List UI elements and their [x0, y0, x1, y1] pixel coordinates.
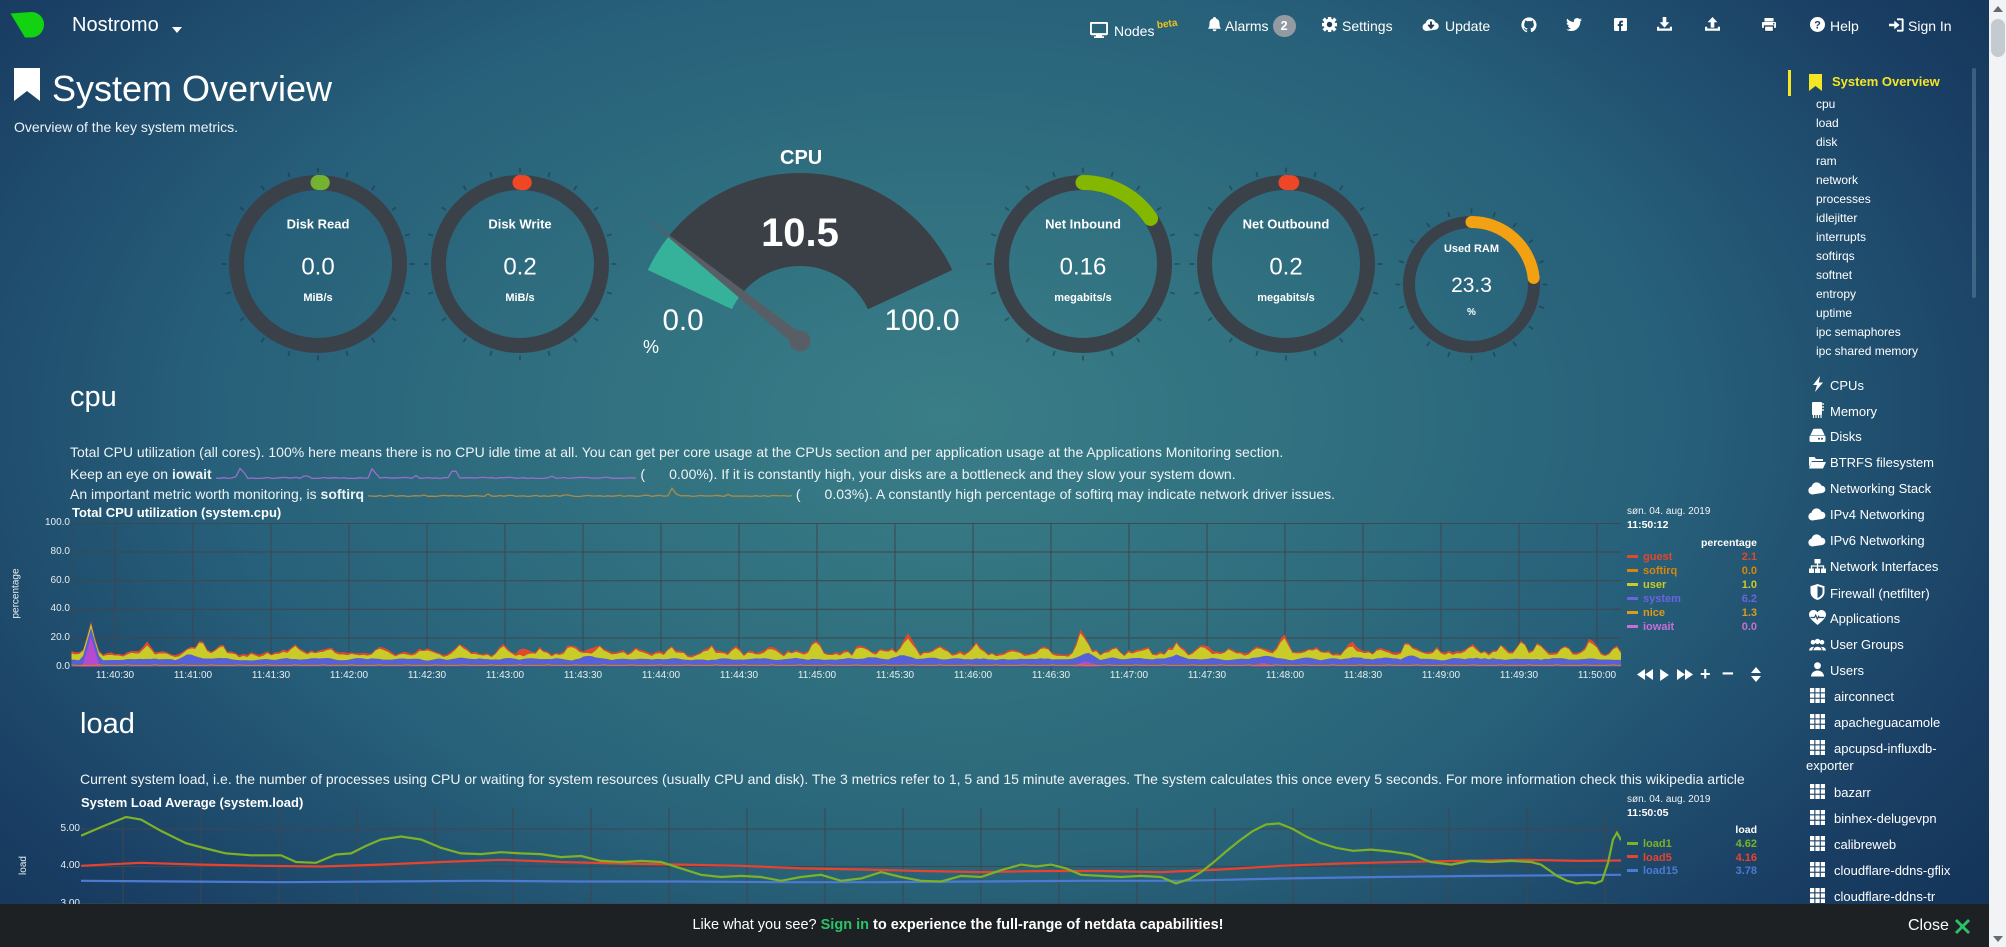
svg-text:Disk Read: Disk Read [287, 217, 350, 232]
svg-text:100.0: 100.0 [884, 304, 959, 337]
svg-text:0.2: 0.2 [503, 254, 536, 281]
svg-text:megabits/s: megabits/s [1257, 292, 1314, 304]
svg-text:0.16: 0.16 [1060, 254, 1107, 281]
svg-text:MiB/s: MiB/s [303, 292, 332, 304]
svg-text:%: % [643, 337, 659, 357]
svg-text:0.0: 0.0 [662, 304, 703, 337]
svg-text:0.2: 0.2 [1269, 254, 1302, 281]
svg-text:MiB/s: MiB/s [505, 292, 534, 304]
svg-text:10.5: 10.5 [761, 211, 839, 255]
svg-text:Net Outbound: Net Outbound [1243, 217, 1330, 232]
svg-text:0.0: 0.0 [301, 254, 334, 281]
svg-text:Disk Write: Disk Write [488, 217, 551, 232]
svg-text:Net Inbound: Net Inbound [1045, 217, 1121, 232]
svg-text:%: % [1467, 307, 1476, 318]
svg-text:?: ? [1814, 20, 1821, 32]
svg-text:23.3: 23.3 [1451, 274, 1492, 297]
svg-text:megabits/s: megabits/s [1054, 292, 1111, 304]
svg-text:Used RAM: Used RAM [1443, 243, 1498, 255]
